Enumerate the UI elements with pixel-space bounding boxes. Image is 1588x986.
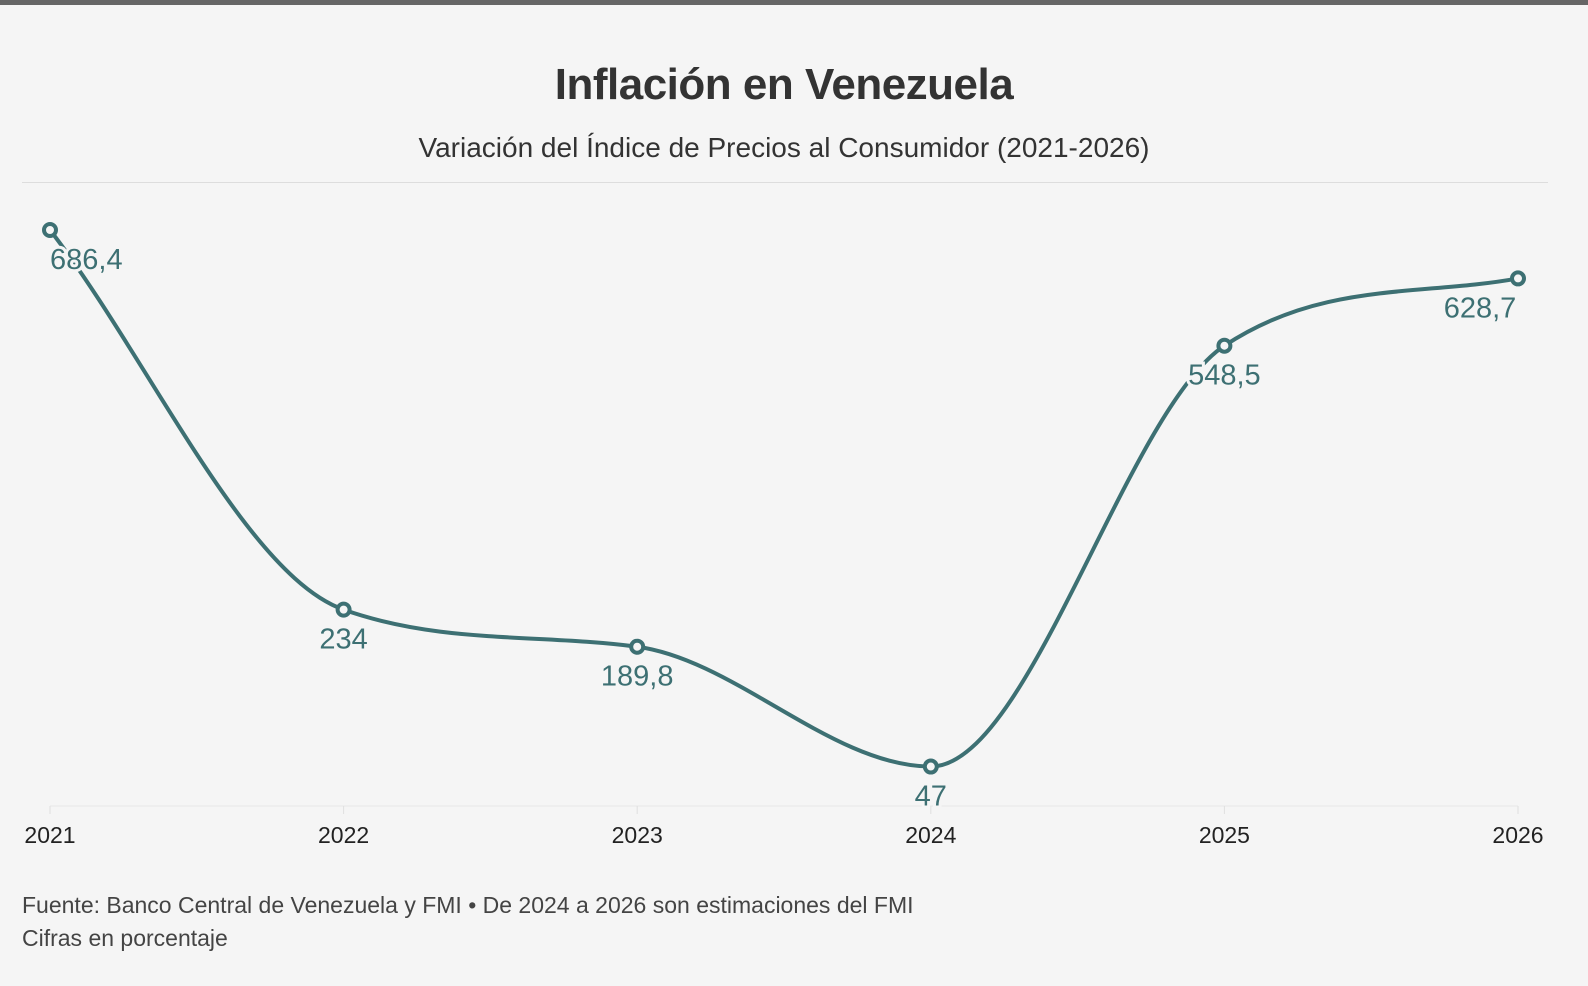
data-label: 686,4 (50, 244, 123, 276)
x-tick-label: 2024 (905, 822, 956, 848)
x-tick-label: 2022 (318, 822, 369, 848)
x-tick-label: 2021 (24, 822, 75, 848)
data-point (629, 638, 646, 655)
data-point (1510, 270, 1526, 287)
chart-title: Inflación en Venezuela (554, 60, 1014, 109)
x-tick-label: 2025 (1199, 822, 1250, 848)
series-line (48, 228, 1519, 769)
data-label: 189,8 (601, 661, 674, 693)
data-label: 548,5 (1188, 360, 1261, 392)
data-label: 234 (319, 624, 367, 656)
divider (22, 182, 1548, 183)
line-chart: 2021 686,4 2022 234 2023 189,8 2024 47 2025 548,5… (24, 222, 1544, 848)
x-tick-label: 2023 (612, 822, 663, 848)
data-point (1216, 337, 1233, 354)
source-note: Fuente: Banco Central de Venezuela y FMI… (22, 892, 914, 918)
chart-subtitle: Variación del Índice de Precios al Consu… (418, 132, 1150, 163)
data-point (335, 601, 352, 618)
data-point (42, 222, 58, 238)
data-point (922, 758, 939, 775)
data-label: 628,7 (1444, 292, 1517, 324)
data-label: 47 (915, 781, 947, 813)
unit-note: Cifras en porcentaje (22, 925, 228, 951)
x-tick-label: 2026 (1492, 822, 1543, 848)
top-bar (0, 0, 1588, 5)
